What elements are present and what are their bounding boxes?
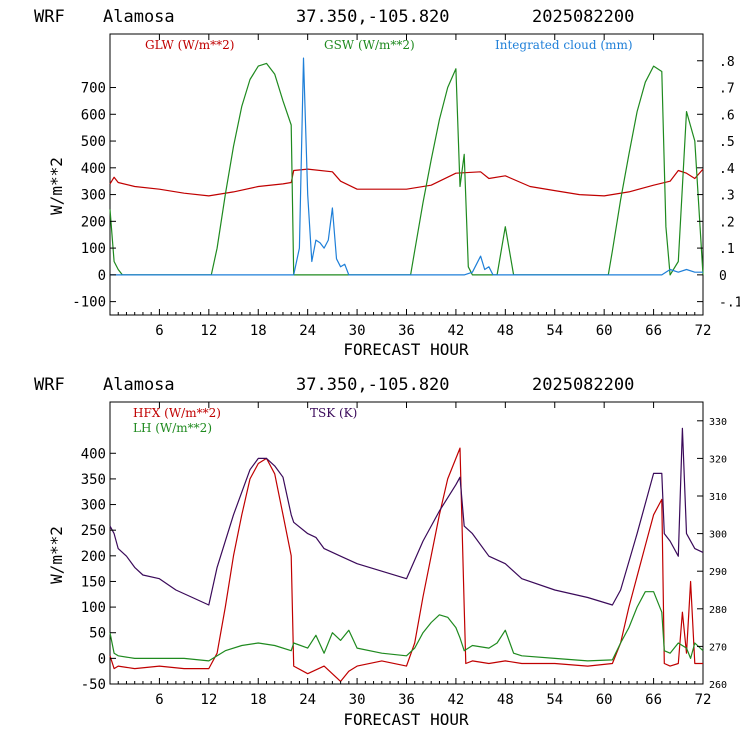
x-tick-label: 30 <box>349 323 366 339</box>
x-axis-label: FORECAST HOUR <box>343 710 469 729</box>
legend-item-glw: GLW (W/m**2) <box>145 38 234 52</box>
legend-item-hfx: HFX (W/m**2) <box>133 406 221 420</box>
y2-tick-label: .5 <box>719 135 735 150</box>
y-tick-label: 400 <box>81 446 106 462</box>
y-tick-label: 700 <box>81 81 106 97</box>
x-tick-label: 12 <box>200 692 217 708</box>
y2-tick-label: 270 <box>709 642 727 653</box>
y-tick-label: 600 <box>81 107 106 123</box>
y2-tick-label: .8 <box>719 55 735 70</box>
y2-tick-label: 330 <box>709 417 727 428</box>
x-tick-label: 24 <box>299 692 316 708</box>
x-tick-label: 48 <box>497 323 514 339</box>
x-tick-label: 12 <box>200 323 217 339</box>
x-tick-label: 48 <box>497 692 514 708</box>
y2-tick-label: .3 <box>719 189 735 204</box>
legend-item-tsk: TSK (K) <box>310 406 357 420</box>
y-tick-label: 150 <box>81 574 106 590</box>
y-tick-label: 100 <box>81 241 106 257</box>
y-tick-label: 0 <box>98 268 106 284</box>
x-tick-label: 18 <box>250 323 267 339</box>
chart-title-run: 2025082200 <box>532 375 634 395</box>
y-tick-label: 200 <box>81 214 106 230</box>
x-tick-label: 60 <box>596 323 613 339</box>
x-tick-label: 24 <box>299 323 316 339</box>
y-tick-label: 50 <box>89 626 106 642</box>
x-tick-label: 6 <box>155 692 163 708</box>
x-axis-label: FORECAST HOUR <box>343 340 469 359</box>
x-tick-label: 66 <box>645 692 662 708</box>
chart-title-run: 2025082200 <box>532 7 634 27</box>
y2-tick-label: 290 <box>709 567 727 578</box>
plot-frame <box>109 401 704 685</box>
x-tick-label: 42 <box>447 323 464 339</box>
y2-tick-label: -.1 <box>719 296 740 311</box>
y2-tick-label: 0 <box>719 269 727 284</box>
y-tick-label: 400 <box>81 161 106 177</box>
y-tick-label: -100 <box>72 295 106 311</box>
y-tick-label: 200 <box>81 549 106 565</box>
legend-item-cloud: Integrated cloud (mm) <box>495 38 633 52</box>
series-line-tsk <box>109 427 704 606</box>
x-tick-label: 36 <box>398 323 415 339</box>
x-tick-label: 6 <box>155 323 163 339</box>
y-tick-label: 350 <box>81 472 106 488</box>
series-line-gsw <box>109 62 704 276</box>
x-tick-label: 60 <box>596 692 613 708</box>
series-line-hfx <box>109 447 703 683</box>
y-tick-label: 0 <box>98 651 106 667</box>
y2-tick-label: .7 <box>719 82 735 97</box>
axis-ticks: 6 12 18 24 30 36 42 48 54 60 66 72 -50 0 50 100 150 200 25… <box>81 402 727 708</box>
chart-panel-radiation: WRF Alamosa 37.350,-105.820 2025082200 G… <box>34 7 740 359</box>
chart-title-station: Alamosa <box>103 375 175 395</box>
chart-title-model: WRF <box>34 7 65 27</box>
series-lines <box>109 427 704 683</box>
x-tick-label: 18 <box>250 692 267 708</box>
y2-tick-label: .2 <box>719 215 735 230</box>
x-tick-label: 72 <box>695 323 712 339</box>
y2-tick-label: .6 <box>719 108 735 123</box>
series-lines <box>109 57 704 276</box>
x-tick-label: 36 <box>398 692 415 708</box>
x-tick-label: 66 <box>645 323 662 339</box>
y-tick-label: 100 <box>81 600 106 616</box>
series-line-integrated <box>110 57 703 276</box>
legend-item-lh: LH (W/m**2) <box>133 421 212 435</box>
series-line-lh <box>109 591 704 662</box>
y2-tick-label: 300 <box>709 530 727 541</box>
y2-tick-label: 280 <box>709 605 727 616</box>
y-axis-label: W/m**2 <box>47 157 66 215</box>
y2-tick-label: 260 <box>709 680 727 691</box>
axis-ticks: 6 12 18 24 30 36 42 48 54 60 66 72 -100 0 100 200 300 400… <box>72 34 740 339</box>
legend-item-gsw: GSW (W/m**2) <box>324 38 415 52</box>
series-line-glw <box>109 168 704 197</box>
y-tick-label: -50 <box>81 677 106 693</box>
y-tick-label: 250 <box>81 523 106 539</box>
x-tick-label: 30 <box>349 692 366 708</box>
chart-title-model: WRF <box>34 375 65 395</box>
chart-title-station: Alamosa <box>103 7 175 27</box>
chart-title-coords: 37.350,-105.820 <box>296 375 450 395</box>
y2-tick-label: 310 <box>709 492 727 503</box>
y-tick-label: 300 <box>81 498 106 514</box>
x-tick-label: 42 <box>447 692 464 708</box>
y2-tick-label: .1 <box>719 242 735 257</box>
plot-frame <box>109 33 704 316</box>
y-axis-label: W/m**2 <box>47 526 66 584</box>
y2-tick-label: .4 <box>719 162 735 177</box>
x-tick-label: 72 <box>695 692 712 708</box>
y-tick-label: 300 <box>81 188 106 204</box>
chart-panel-fluxes: WRF Alamosa 37.350,-105.820 2025082200 H… <box>34 375 727 729</box>
y2-tick-label: 320 <box>709 454 727 465</box>
x-tick-label: 54 <box>546 692 563 708</box>
chart-title-coords: 37.350,-105.820 <box>296 7 450 27</box>
x-tick-label: 54 <box>546 323 563 339</box>
y-tick-label: 500 <box>81 134 106 150</box>
